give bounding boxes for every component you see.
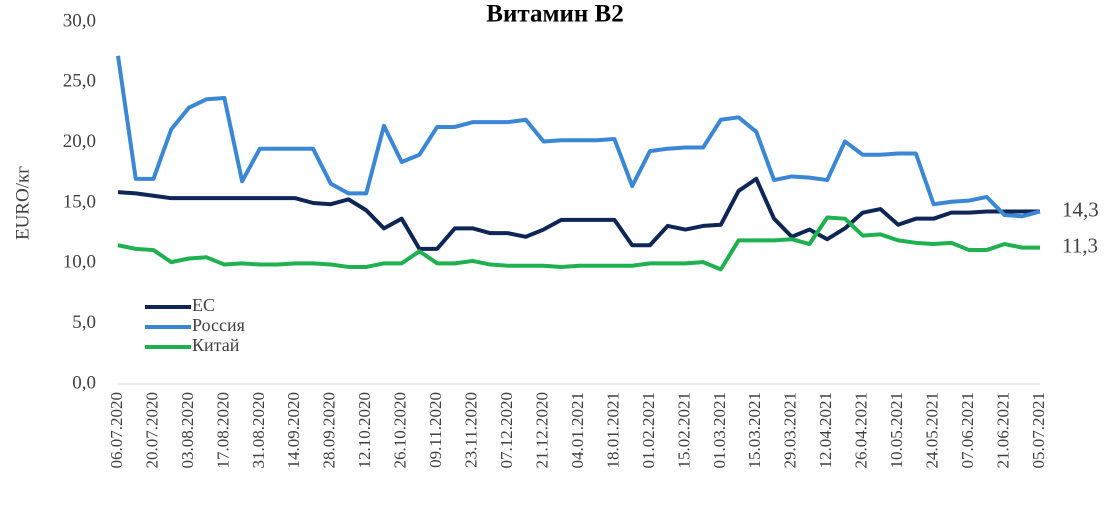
x-tick-label: 17.08.2020 bbox=[213, 392, 232, 469]
x-tick-label: 20.07.2020 bbox=[142, 392, 161, 469]
x-tick-label: 24.05.2021 bbox=[923, 392, 942, 469]
x-tick-label: 28.09.2020 bbox=[320, 392, 339, 469]
x-tick-label: 14.09.2020 bbox=[284, 392, 303, 469]
y-tick-label: 15,0 bbox=[63, 191, 96, 212]
y-tick-label: 20,0 bbox=[63, 131, 96, 152]
data-label: 11,3 bbox=[1062, 233, 1098, 257]
x-tick-label: 01.02.2021 bbox=[639, 392, 658, 469]
y-axis-label: EURO/кг bbox=[12, 166, 33, 240]
x-tick-label: 29.03.2021 bbox=[781, 392, 800, 469]
line bbox=[116, 55, 1041, 219]
y-tick-label: 0,0 bbox=[72, 372, 96, 393]
x-tick-label: 07.06.2021 bbox=[958, 392, 977, 469]
x-tick-label: 26.04.2021 bbox=[852, 392, 871, 469]
line bbox=[117, 215, 1040, 272]
y-tick-label: 30,0 bbox=[63, 10, 96, 31]
x-tick-label: 01.03.2021 bbox=[710, 392, 729, 469]
x-tick-label: 18.01.2021 bbox=[603, 392, 622, 469]
x-tick-label: 23.11.2020 bbox=[462, 392, 481, 468]
data-label: 14,3 bbox=[1062, 197, 1099, 221]
x-tick-label: 10.05.2021 bbox=[887, 392, 906, 469]
y-tick-label: 10,0 bbox=[63, 252, 96, 273]
x-tick-label: 05.07.2021 bbox=[1029, 392, 1048, 469]
x-tick-label: 21.12.2020 bbox=[532, 392, 551, 469]
legend-label: ЕС bbox=[192, 295, 215, 315]
x-tick-label: 06.07.2020 bbox=[107, 392, 126, 469]
x-tick-label: 03.08.2020 bbox=[178, 392, 197, 469]
x-tick-label: 15.02.2021 bbox=[674, 392, 693, 469]
line bbox=[117, 176, 1040, 251]
x-tick-label: 09.11.2020 bbox=[426, 392, 445, 468]
x-tick-label: 26.10.2020 bbox=[391, 392, 410, 469]
x-tick-label: 15.03.2021 bbox=[745, 392, 764, 469]
x-tick-label: 12.04.2021 bbox=[816, 392, 835, 469]
x-tick-label: 07.12.2020 bbox=[497, 392, 516, 469]
x-tick-label: 12.10.2020 bbox=[355, 392, 374, 469]
legend-label: Россия bbox=[192, 315, 245, 335]
legend-label: Китай bbox=[192, 335, 240, 355]
x-tick-label: 04.01.2021 bbox=[568, 392, 587, 469]
y-tick-label: 5,0 bbox=[72, 312, 96, 333]
y-tick-label: 25,0 bbox=[63, 71, 96, 92]
x-tick-label: 31.08.2020 bbox=[249, 392, 268, 469]
x-tick-label: 21.06.2021 bbox=[993, 392, 1012, 469]
chart-title: Витамин В2 bbox=[486, 1, 623, 28]
